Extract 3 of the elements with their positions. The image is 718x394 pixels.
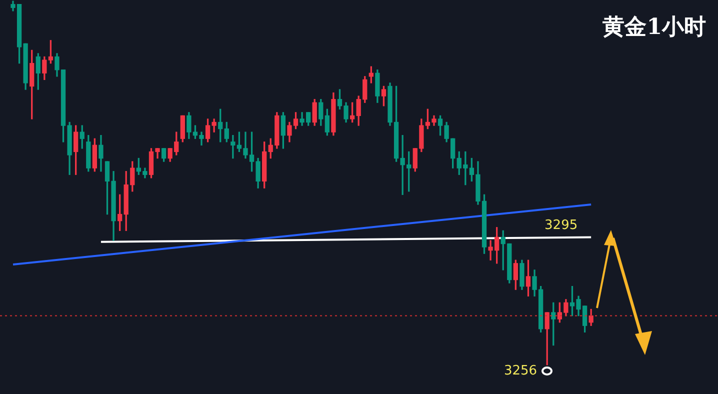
- annotation: 3256: [504, 363, 538, 378]
- text: 黄金1小时: [602, 13, 706, 42]
- annotation: 3295: [544, 218, 578, 234]
